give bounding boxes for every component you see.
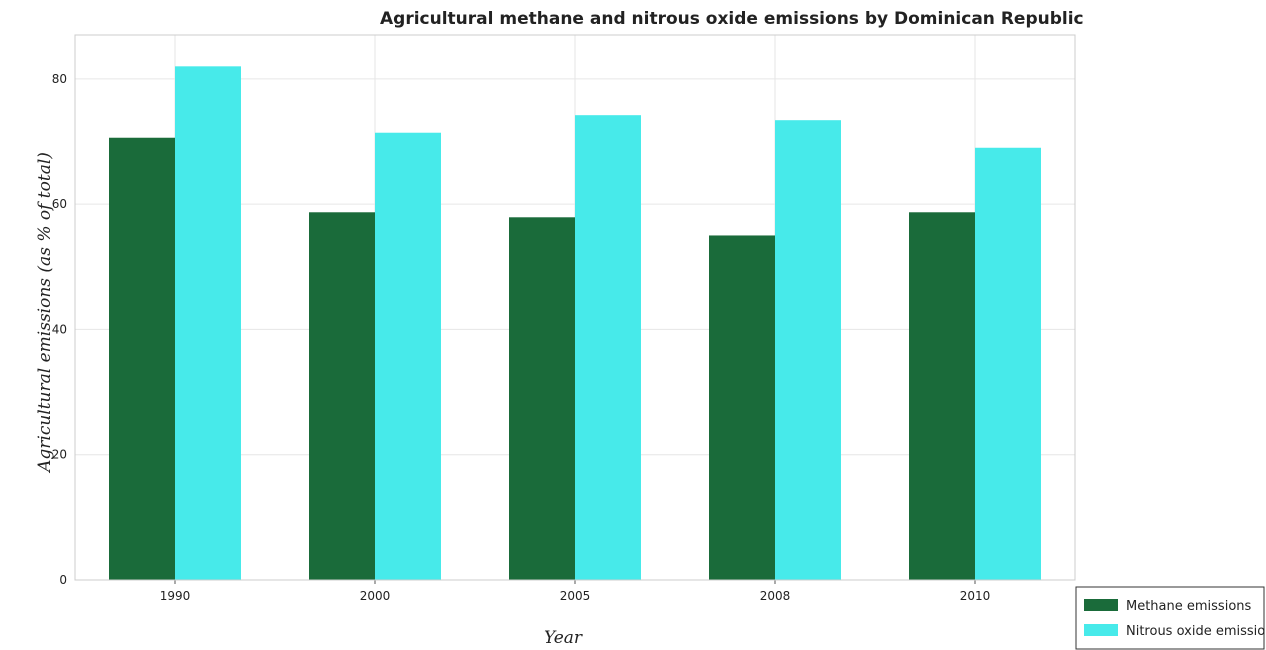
y-axis-ticks: 0 20 40 60 80 — [52, 72, 67, 587]
legend-swatch-methane — [1084, 599, 1118, 611]
x-tick-label: 1990 — [160, 589, 191, 603]
x-tick-label: 2000 — [360, 589, 391, 603]
y-tick-label: 60 — [52, 197, 67, 211]
legend: Methane emissions Nitrous oxide emission… — [1075, 586, 1266, 650]
nitrous-bar-2005 — [575, 115, 641, 581]
chart-title: Agricultural methane and nitrous oxide e… — [380, 9, 1084, 29]
bars — [109, 66, 1041, 581]
x-tick-label: 2010 — [960, 589, 991, 603]
x-axis-label: Year — [544, 628, 583, 648]
methane-bar-2008 — [709, 235, 775, 580]
y-axis-label: Agricultural emissions (as % of total) — [35, 152, 55, 474]
y-tick-label: 80 — [52, 72, 67, 86]
nitrous-bar-2000 — [375, 132, 441, 581]
legend-frame — [1075, 586, 1265, 650]
legend-label-nitrous: Nitrous oxide emissions — [1126, 624, 1266, 639]
nitrous-bar-2008 — [775, 120, 841, 580]
x-tick-label: 2005 — [560, 589, 591, 603]
legend-label-methane: Methane emissions — [1126, 599, 1252, 614]
methane-bar-2000 — [309, 212, 375, 580]
methane-bar-1990 — [109, 137, 175, 580]
nitrous-bar-1990 — [175, 66, 241, 580]
x-axis-ticks: 1990 2000 2005 2008 2010 — [160, 580, 991, 603]
methane-bar-2010 — [909, 212, 975, 580]
y-tick-label: 20 — [52, 448, 67, 462]
nitrous-bar-2010 — [975, 147, 1041, 581]
y-tick-label: 0 — [59, 573, 67, 587]
y-tick-label: 40 — [52, 322, 67, 336]
legend-swatch-nitrous — [1084, 624, 1118, 636]
x-tick-label: 2008 — [760, 589, 791, 603]
methane-bar-2005 — [509, 217, 575, 581]
plot-frame — [74, 34, 1076, 581]
